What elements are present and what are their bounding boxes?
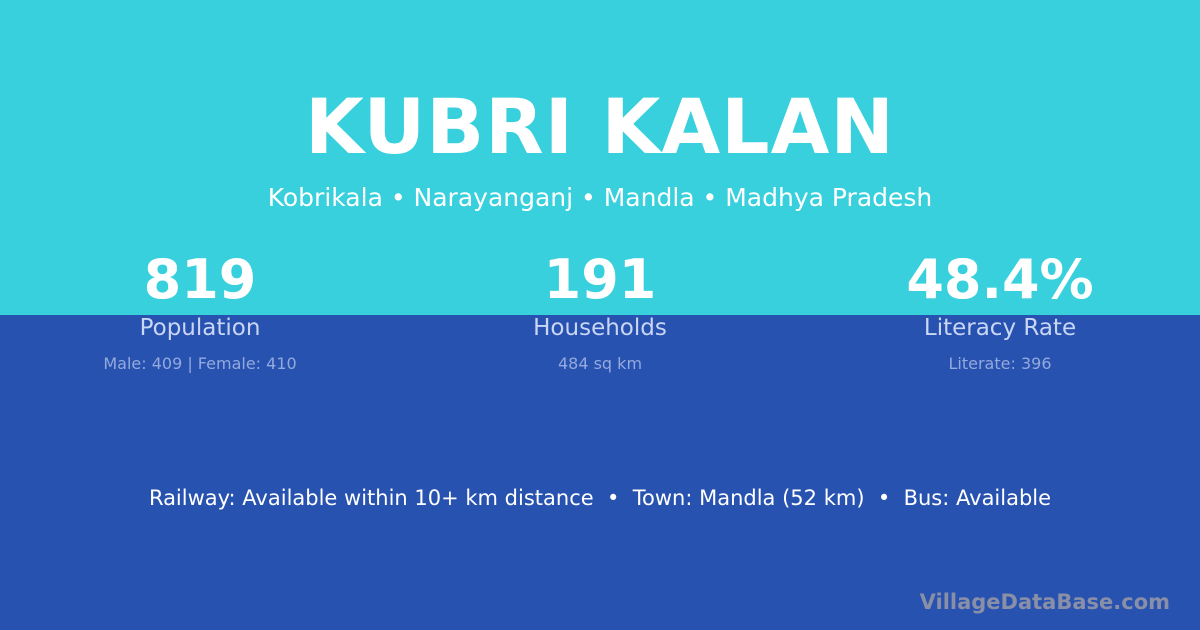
connectivity-info: Railway: Available within 10+ km distanc…	[148, 486, 1052, 510]
stat-detail: 484 sq km	[557, 354, 643, 373]
village-title: KUBRI KALAN	[304, 82, 896, 171]
header-background	[0, 0, 1200, 315]
stat-value: 191	[543, 248, 657, 311]
stat-detail: Male: 409 | Female: 410	[103, 354, 297, 373]
stat-value: 819	[143, 248, 257, 311]
stat-detail: Literate: 396	[948, 354, 1052, 373]
location-breadcrumb: Kobrikala • Narayanganj • Mandla • Madhy…	[267, 183, 933, 212]
brand-watermark: VillageDataBase.com	[919, 590, 1170, 614]
stat-value: 48.4%	[906, 248, 1094, 311]
stat-label: Population	[139, 315, 261, 341]
body-background	[0, 315, 1200, 630]
stat-label: Households	[533, 315, 667, 341]
stat-label: Literacy Rate	[923, 315, 1077, 341]
